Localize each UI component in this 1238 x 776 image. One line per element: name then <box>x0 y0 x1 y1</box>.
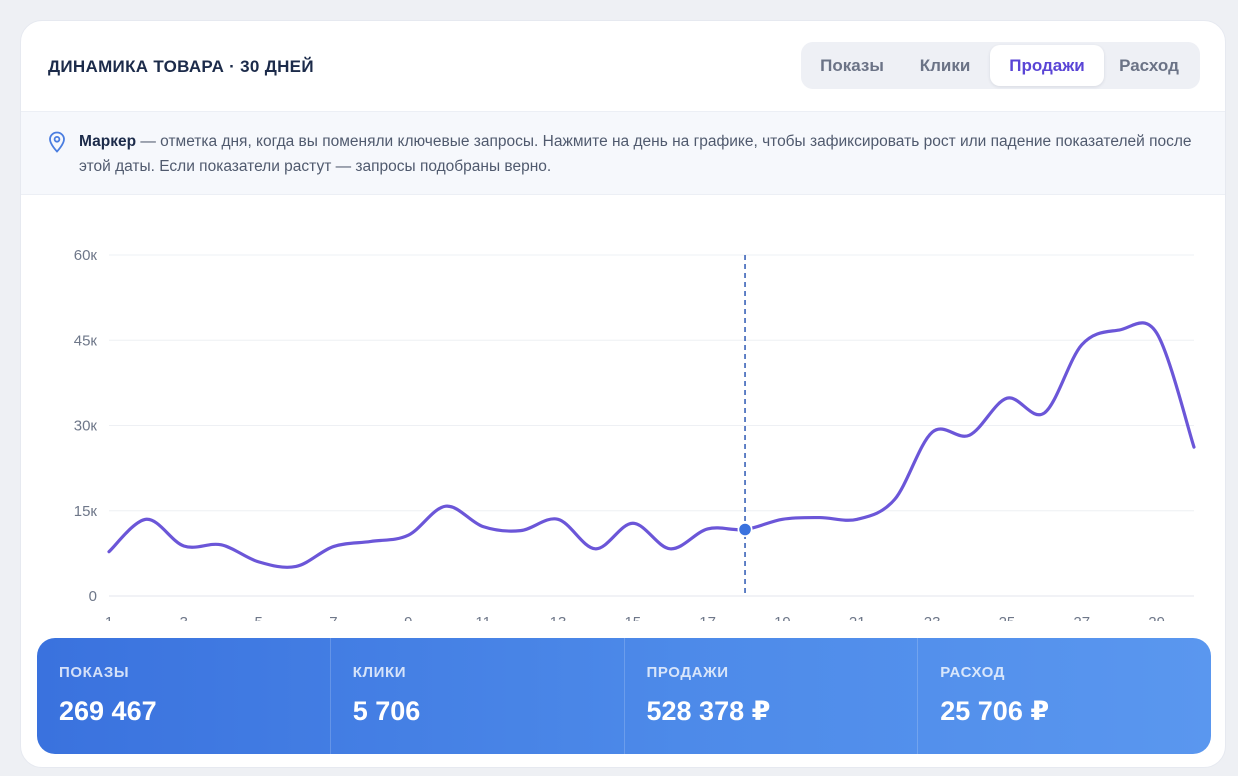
marker-info-text: Маркер — отметка дня, когда вы поменяли … <box>79 129 1199 179</box>
x-tick-label: 9 <box>404 614 412 621</box>
stats-panel: ПОКАЗЫ 269 467 КЛИКИ 5 706 ПРОДАЖИ 528 3… <box>37 638 1211 754</box>
stat-value: 5 706 <box>352 696 421 726</box>
stat-label: ПОКАЗЫ <box>59 664 130 681</box>
data-point[interactable] <box>814 512 826 524</box>
stat-label: РАСХОД <box>940 664 1006 681</box>
x-tick-label: 3 <box>180 614 188 621</box>
data-point[interactable] <box>477 521 489 533</box>
data-point[interactable] <box>1113 324 1125 336</box>
marker-dot <box>739 523 751 536</box>
data-point[interactable] <box>290 560 302 572</box>
product-dynamics-card: ДИНАМИКА ТОВАРА · 30 ДНЕЙ Показы Клики П… <box>20 20 1226 768</box>
data-point[interactable] <box>702 523 714 535</box>
x-tick-label: 13 <box>550 614 567 621</box>
data-point[interactable] <box>402 529 414 541</box>
data-point[interactable] <box>1038 407 1050 419</box>
data-point[interactable] <box>515 525 527 537</box>
stat-spend: РАСХОД 25 706 ₽ <box>918 638 1211 754</box>
card-title: ДИНАМИКА ТОВАРА · 30 ДНЕЙ <box>48 57 314 76</box>
x-tick-label: 23 <box>924 614 941 621</box>
stat-value: 269 467 <box>59 696 157 726</box>
data-point[interactable] <box>178 540 190 552</box>
stat-sales: ПРОДАЖИ 528 378 ₽ <box>625 638 919 754</box>
y-tick-label: 30к <box>74 418 98 435</box>
x-tick-label: 15 <box>624 614 641 621</box>
data-point[interactable] <box>440 500 452 512</box>
data-point[interactable] <box>1076 339 1088 351</box>
data-point[interactable] <box>964 429 976 441</box>
data-point[interactable] <box>589 543 601 555</box>
data-point[interactable] <box>253 556 265 568</box>
data-point[interactable] <box>776 513 788 525</box>
data-point[interactable] <box>140 513 152 525</box>
data-point[interactable] <box>1001 392 1013 404</box>
data-point[interactable] <box>851 513 863 525</box>
stat-value: 25 706 ₽ <box>940 696 1050 726</box>
x-tick-label: 19 <box>774 614 791 621</box>
tab-spend[interactable]: Расход <box>1119 55 1179 75</box>
x-tick-label: 1 <box>105 614 113 621</box>
x-tick-label: 29 <box>1148 614 1165 621</box>
x-tick-label: 11 <box>475 614 491 621</box>
stat-label: ПРОДАЖИ <box>646 664 729 681</box>
sales-series-line <box>107 321 1196 569</box>
map-pin-icon <box>49 131 65 153</box>
data-point[interactable] <box>664 543 676 555</box>
data-point[interactable] <box>889 493 901 505</box>
y-tick-label: 0 <box>89 588 97 605</box>
data-point[interactable] <box>215 539 227 551</box>
x-tick-label: 27 <box>1073 614 1090 621</box>
data-point[interactable] <box>1151 327 1163 339</box>
stat-clicks: КЛИКИ 5 706 <box>331 638 625 754</box>
x-tick-label: 5 <box>254 614 262 621</box>
data-point[interactable] <box>926 426 938 438</box>
x-tick-label: 17 <box>699 614 716 621</box>
data-point[interactable] <box>103 546 115 558</box>
y-tick-label: 45к <box>74 332 98 349</box>
stat-label: КЛИКИ <box>352 664 407 681</box>
data-point[interactable] <box>327 541 339 553</box>
data-point[interactable] <box>552 513 564 525</box>
tab-clicks[interactable]: Клики <box>919 55 971 75</box>
data-point[interactable] <box>1188 441 1200 453</box>
marker-info-description: — отметка дня, когда вы поменяли ключевы… <box>79 133 1192 175</box>
x-tick-label: 21 <box>849 614 866 621</box>
y-tick-label: 60к <box>74 247 98 264</box>
stat-value: 528 378 ₽ <box>646 696 771 726</box>
data-point[interactable] <box>627 517 639 529</box>
x-tick-label: 7 <box>329 614 337 621</box>
data-point[interactable] <box>365 535 377 547</box>
card-header: ДИНАМИКА ТОВАРА · 30 ДНЕЙ Показы Клики П… <box>21 21 1225 111</box>
tab-sales[interactable]: Продажи <box>990 45 1104 86</box>
x-tick-label: 25 <box>999 614 1016 621</box>
y-tick-label: 15к <box>74 503 98 520</box>
stat-impressions: ПОКАЗЫ 269 467 <box>37 638 331 754</box>
metric-tabs: Показы Клики Продажи Расход <box>801 42 1200 89</box>
marker-info-banner <box>21 111 1225 195</box>
tab-impressions[interactable]: Показы <box>820 55 884 75</box>
sales-line-chart[interactable]: 015к30к45к60к1357911131517192123252729 <box>21 211 1226 621</box>
marker-info-bold: Маркер <box>79 133 137 150</box>
